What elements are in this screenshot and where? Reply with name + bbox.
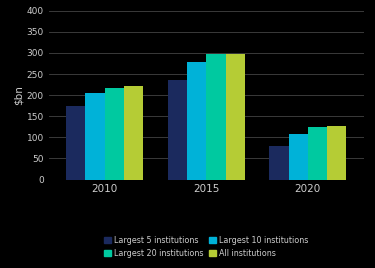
Bar — [66, 106, 86, 180]
Bar — [206, 54, 225, 180]
Bar — [327, 125, 346, 180]
Bar — [86, 93, 105, 180]
Bar — [168, 80, 187, 180]
Legend: Largest 5 institutions, Largest 20 institutions, Largest 10 institutions, All in: Largest 5 institutions, Largest 20 insti… — [102, 234, 310, 259]
Bar — [288, 134, 308, 180]
Bar — [225, 54, 245, 180]
Bar — [308, 127, 327, 180]
Bar — [269, 146, 288, 180]
Bar — [105, 88, 124, 180]
Bar — [124, 86, 143, 180]
Bar — [187, 62, 206, 180]
Y-axis label: $bn: $bn — [14, 85, 24, 105]
